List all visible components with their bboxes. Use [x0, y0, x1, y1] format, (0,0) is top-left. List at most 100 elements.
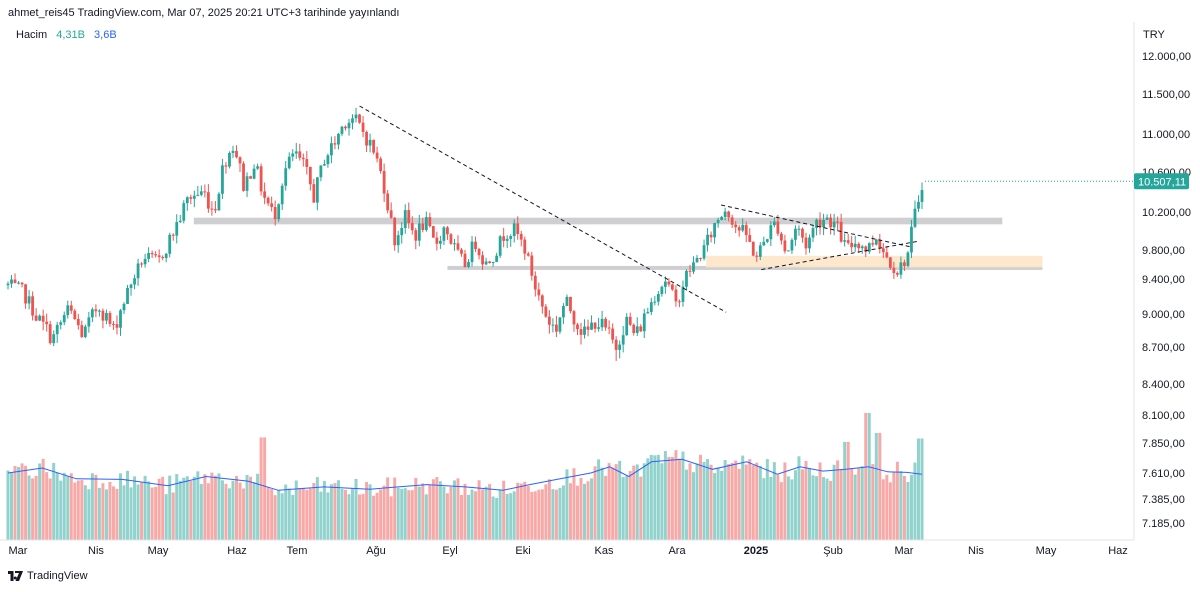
volume-bar [143, 475, 147, 540]
candle-body [196, 194, 200, 196]
candle-body [266, 197, 270, 204]
volume-ma-layer [7, 458, 923, 491]
candle-body [808, 237, 811, 249]
time-tick-label: Haz [227, 545, 247, 557]
volume-bar [280, 493, 284, 540]
candle-body [881, 248, 885, 253]
price-tick-label: 8.700,00 [1142, 342, 1185, 354]
volume-bar [379, 489, 383, 540]
last-price-badge [1134, 173, 1189, 190]
candle-body [635, 326, 639, 333]
volume-bar [407, 490, 411, 540]
candle-body [576, 324, 579, 330]
volume-legend-value-a: 4,31B [56, 29, 85, 41]
candle-body [108, 312, 112, 324]
volume-bar [727, 464, 731, 540]
volume-bar [206, 483, 210, 540]
volume-bar [892, 472, 896, 540]
volume-bar [755, 462, 759, 540]
volume-bar [277, 490, 281, 540]
candle-body [80, 325, 84, 338]
volume-bar [154, 486, 158, 540]
candle-body [333, 143, 337, 145]
volume-bar [322, 480, 326, 540]
candle-body [59, 322, 63, 325]
zone-gray [447, 265, 1043, 270]
volume-bar [618, 460, 622, 540]
candle-body [864, 246, 868, 252]
volume-bar [196, 471, 200, 540]
candle-body [790, 239, 794, 251]
volume-bar [442, 486, 446, 540]
candle-body [692, 262, 695, 272]
volume-bar [66, 475, 70, 540]
volume-bar [227, 488, 231, 540]
volume-bar [263, 437, 267, 540]
volume-bar [695, 463, 699, 540]
candle-body [699, 257, 702, 259]
candle-body [695, 257, 699, 263]
time-tick-label: Eki [515, 545, 530, 557]
candle-body [899, 262, 903, 275]
candle-body [804, 237, 808, 249]
candle-body [76, 319, 80, 326]
volume-bar [836, 460, 840, 540]
candle-body [709, 234, 713, 238]
candle-body [270, 203, 274, 208]
candle-body [407, 210, 411, 224]
volume-bar [393, 477, 397, 540]
volume-bar [558, 487, 562, 540]
volume-bar [210, 472, 214, 540]
volume-bar [607, 463, 611, 540]
candle-body [221, 165, 224, 194]
candle-body [389, 210, 393, 218]
candle-body [424, 217, 428, 231]
candle-body [143, 258, 147, 265]
candle-body [133, 278, 136, 285]
candle-body [112, 323, 115, 325]
candle-body [245, 176, 249, 191]
candle-body [720, 216, 724, 220]
candle-body [765, 239, 769, 242]
volume-bar [365, 481, 369, 540]
volume-bar [551, 489, 555, 540]
candle-body [843, 240, 847, 242]
price-chart[interactable]: 12.000,0011.500,0011.000,0010.600,0010.2… [0, 0, 1200, 566]
volume-bar [530, 491, 534, 540]
candle-body [178, 220, 182, 223]
volume-bar [797, 456, 801, 540]
volume-bar [860, 466, 864, 540]
candle-body [547, 316, 551, 325]
volume-bar [340, 488, 344, 540]
candle-body [453, 243, 456, 245]
candle-body [474, 241, 477, 250]
volume-bar [38, 463, 42, 540]
candle-body [62, 315, 66, 323]
volume-bar [818, 462, 822, 540]
volume-bar [48, 478, 52, 540]
candle-body [730, 217, 734, 225]
volume-bar [80, 480, 84, 540]
volume-bar [692, 472, 695, 540]
volume-bar [702, 461, 706, 540]
candle-body [822, 219, 825, 228]
volume-bar [871, 464, 875, 540]
candle-body [94, 309, 98, 312]
volume-bar [832, 464, 836, 540]
candle-body [625, 316, 629, 336]
volume-bar [713, 473, 717, 540]
volume-bar [537, 489, 541, 540]
footer-brand[interactable]: TradingView [8, 570, 88, 582]
volume-bar [737, 468, 741, 540]
volume-bar [126, 470, 130, 540]
candle-body [157, 255, 161, 258]
volume-bar [94, 474, 98, 540]
candle-body [41, 315, 45, 322]
volume-bar [333, 483, 337, 540]
volume-bar [189, 481, 193, 540]
candle-body [685, 270, 688, 287]
candle-body [481, 255, 484, 265]
candle-body [382, 171, 386, 194]
candle-body [291, 153, 295, 157]
volume-bar [157, 478, 161, 540]
